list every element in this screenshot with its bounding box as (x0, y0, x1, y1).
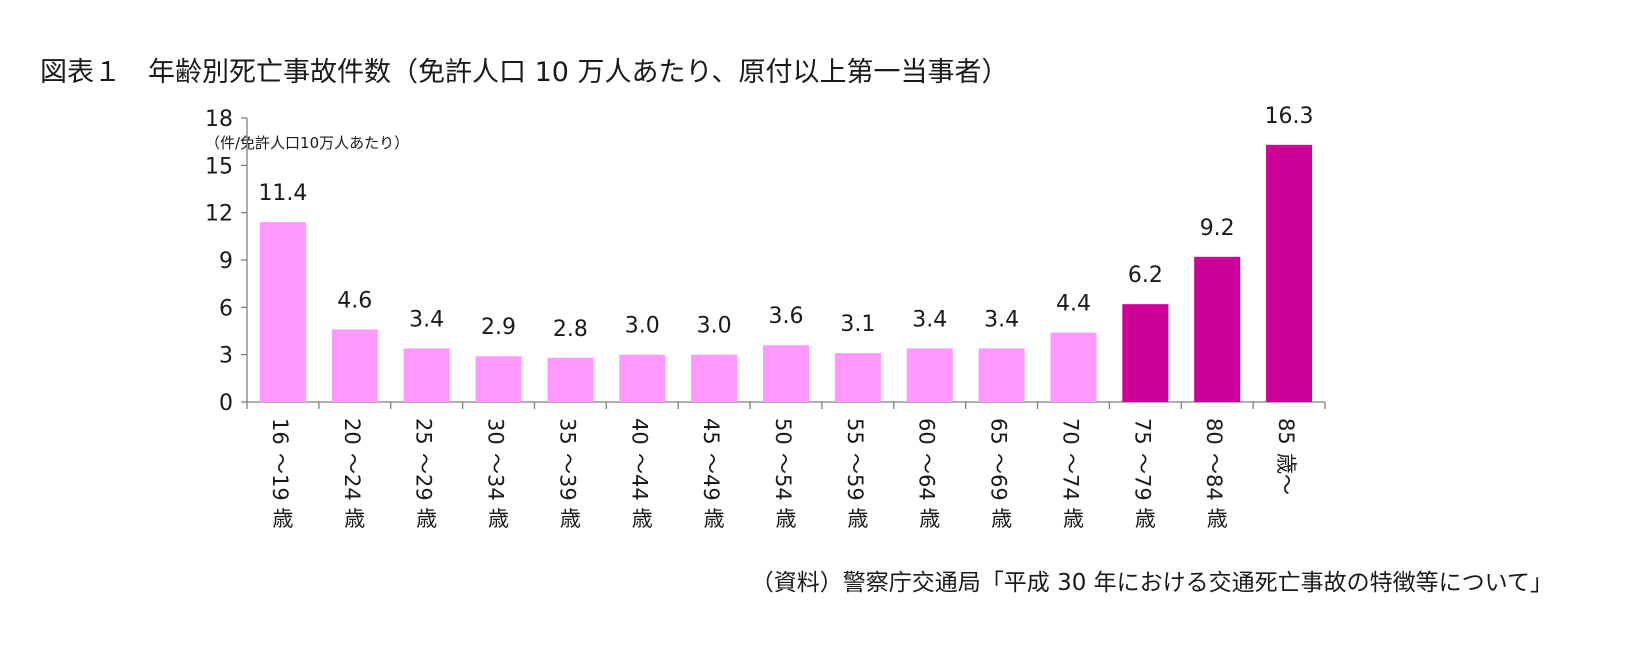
category-label-unit: 歳 (991, 507, 1012, 531)
category-label-number: 45 (699, 418, 723, 445)
category-label-number: 65 (987, 418, 1011, 445)
y-tick-label: 12 (205, 202, 233, 227)
category-label-unit: 歳 (632, 507, 653, 531)
category-label-range: ～74 (1058, 453, 1082, 501)
category-label-range: ～49 (699, 453, 723, 501)
category-label-range: ～29 (412, 453, 436, 501)
bar (834, 353, 881, 402)
category-label-unit: 歳 (1063, 507, 1084, 531)
category-label-number: 25 (412, 418, 436, 445)
category-label-range: ～84 (1202, 453, 1226, 501)
data-label: 6.2 (1128, 263, 1163, 288)
chart-source-note: （資料）警察庁交通局「平成 30 年における交通死亡事故の特徴等について」 (750, 570, 1553, 596)
data-label: 3.0 (697, 314, 732, 339)
y-tick-label: 9 (219, 249, 233, 274)
category-label-unit: 歳 (272, 507, 293, 531)
category-label-number: 75 (1130, 418, 1154, 445)
category-label-range: ～69 (987, 453, 1011, 501)
y-tick-label: 6 (219, 296, 233, 321)
data-label: 2.8 (553, 317, 588, 342)
data-label: 3.6 (769, 304, 804, 329)
y-tick-label: 15 (205, 154, 233, 179)
data-label: 4.6 (337, 288, 372, 313)
category-label-unit: 歳 (847, 507, 868, 531)
bar (1194, 256, 1241, 402)
chart-data-labels: 11.4 4.6 3.4 2.9 2.8 3.0 3.0 3.6 3.1 3.4 3.4 4.4 6.2… (258, 104, 1313, 342)
category-label-number: 70 (1058, 418, 1082, 445)
y-tick-label: 0 (219, 391, 233, 416)
y-axis-unit-label: （件/免許人口10万人あたり） (205, 134, 409, 152)
category-label-number: 80 (1202, 418, 1226, 445)
category-label-number: 30 (484, 418, 508, 445)
category-label-unit: 歳 (416, 507, 437, 531)
chart-bars (259, 144, 1313, 403)
category-label-unit: 歳 (776, 507, 797, 531)
category-label-number: 40 (627, 418, 651, 445)
category-label-number: 50 (771, 418, 795, 445)
bar (619, 354, 666, 402)
category-label-unit: 歳 (704, 507, 725, 531)
category-label-number: 60 (915, 418, 939, 445)
bar (259, 222, 306, 402)
category-label-number: 16 (268, 418, 292, 445)
category-label-number: 20 (340, 418, 364, 445)
category-label-range: ～19 (268, 453, 292, 501)
category-label-unit: 歳 (344, 507, 365, 531)
bar (978, 348, 1025, 402)
bar (1122, 304, 1169, 402)
data-label: 3.0 (625, 314, 660, 339)
category-label-range: ～59 (843, 453, 867, 501)
bar (1266, 144, 1313, 403)
category-label-range: ～44 (627, 453, 651, 501)
bar (763, 345, 809, 402)
category-label-number: 35 (555, 418, 579, 445)
category-label-range: ～64 (915, 453, 939, 501)
data-label: 3.4 (984, 307, 1019, 332)
chart-category-labels: 16 ～19 歳 20 ～24 歳 25 ～29 歳 30 ～34 歳 35 ～39 歳 40 ～44 歳 45 ～4… (268, 418, 1298, 531)
bar (475, 356, 522, 402)
data-label: 3.4 (912, 307, 947, 332)
category-label-unit: 歳 (919, 507, 940, 531)
data-label: 3.4 (409, 307, 444, 332)
data-label: 11.4 (258, 181, 307, 206)
category-label-unit: 歳 (488, 507, 509, 531)
data-label: 9.2 (1200, 216, 1235, 241)
category-label-unit: 歳 (1207, 507, 1228, 531)
category-label-range: ～79 (1130, 453, 1154, 501)
data-label: 2.9 (481, 315, 516, 340)
category-label-number: 55 (843, 418, 867, 445)
category-label-range: ～24 (340, 453, 364, 501)
data-label: 4.4 (1056, 292, 1091, 317)
data-label: 3.1 (840, 312, 875, 337)
y-tick-label: 3 (219, 344, 233, 369)
chart-title: 図表１ 年齢別死亡事故件数（免許人口 10 万人あたり、原付以上第一当事者） (40, 57, 1009, 88)
category-label-range: 歳～ (1274, 453, 1298, 495)
data-label: 16.3 (1265, 104, 1314, 129)
category-label-range: ～54 (771, 453, 795, 501)
bar (403, 348, 450, 402)
bar (691, 354, 738, 402)
bar (331, 329, 378, 402)
chart-tick-labels: 0 3 6 9 12 15 18 (205, 107, 233, 416)
category-label-unit: 歳 (1135, 507, 1156, 531)
bar (906, 348, 953, 402)
category-label-unit: 歳 (560, 507, 581, 531)
category-label-range: ～34 (484, 453, 508, 501)
bar (547, 357, 594, 402)
category-label-number: 85 (1274, 418, 1298, 445)
bar (1050, 332, 1097, 402)
y-tick-label: 18 (205, 107, 233, 132)
category-label-range: ～39 (555, 453, 579, 501)
